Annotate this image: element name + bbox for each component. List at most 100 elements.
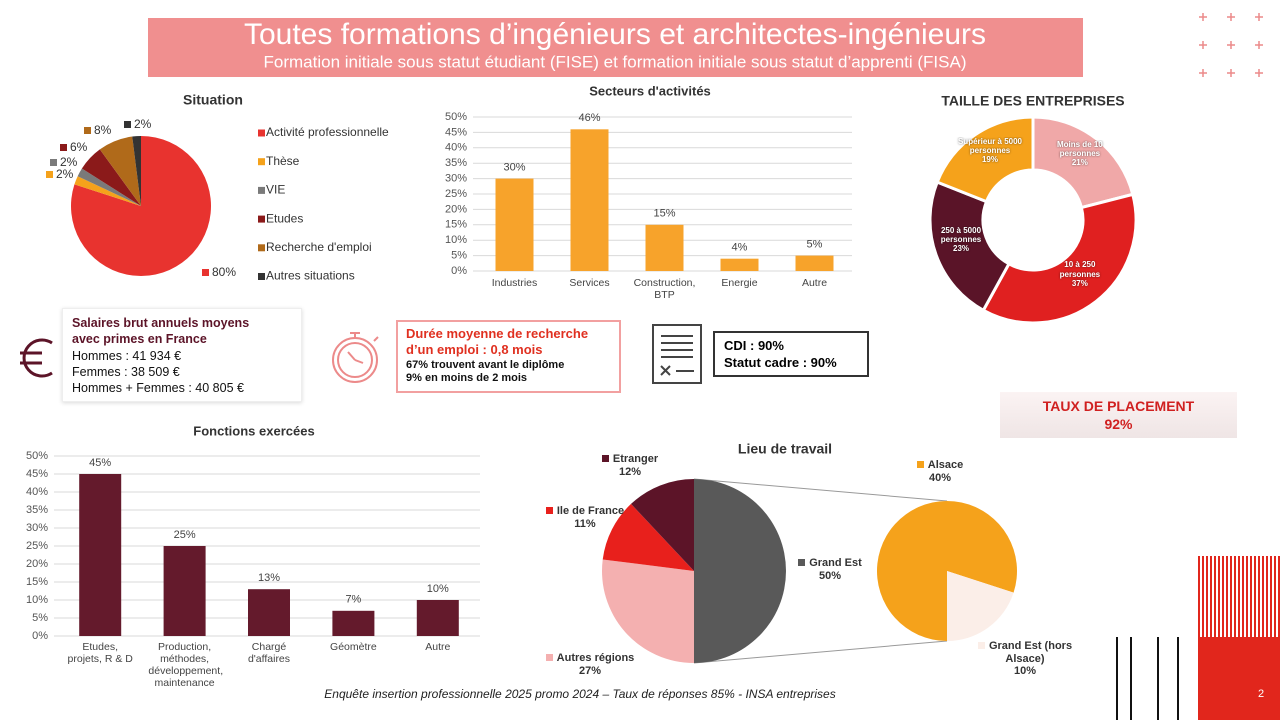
legend-swatch xyxy=(258,215,265,223)
legend-swatch xyxy=(258,273,265,280)
contract-line: Statut cadre : 90% xyxy=(724,354,837,370)
value-label: 15% xyxy=(653,208,675,220)
legend-swatch xyxy=(258,186,265,194)
x-tick-text: Géomètre xyxy=(330,641,377,653)
slice xyxy=(981,192,1138,325)
value-label: 30% xyxy=(503,162,525,174)
slice-label-body: Etranger 12% xyxy=(585,453,675,478)
value-label: 2% xyxy=(56,167,74,181)
bar xyxy=(248,589,290,636)
slice xyxy=(602,503,694,571)
label-swatch xyxy=(124,121,131,128)
y-tick-label: 5% xyxy=(451,250,467,262)
document-icon xyxy=(652,324,702,384)
slice-label: Grand Est (hors Alsace)10% xyxy=(977,640,1072,678)
slice-label-body: Autres régions 27% xyxy=(535,652,645,677)
y-tick-label: 30% xyxy=(26,522,48,534)
x-tick-text: Production, méthodes, développement, mai… xyxy=(148,641,224,690)
y-tick-label: 10% xyxy=(445,234,467,246)
slice-label-row: Autres régions xyxy=(535,652,645,665)
slice-label-body: Alsace 40% xyxy=(905,459,975,484)
bar xyxy=(720,258,759,271)
x-tick-text: Construction, BTP xyxy=(633,277,696,302)
slice xyxy=(694,479,786,663)
slice xyxy=(935,115,1035,204)
y-tick-label: 0% xyxy=(32,630,48,642)
label-swatch xyxy=(798,559,806,566)
y-tick-label: 20% xyxy=(445,203,467,215)
x-tick-label-body: Autre xyxy=(396,641,480,653)
y-tick-label: 5% xyxy=(32,612,48,624)
x-tick-text: Etudes, projets, R & D xyxy=(67,641,133,666)
y-tick-label: 35% xyxy=(26,504,48,516)
x-tick-label-body: Industries xyxy=(477,277,552,289)
x-tick-label: Autre xyxy=(396,641,480,653)
label-swatch xyxy=(50,159,57,166)
slice-label-body: 250 à 5000 personnes 23% xyxy=(927,226,995,254)
header-band xyxy=(148,18,1083,77)
x-tick-text: Services xyxy=(569,277,610,289)
label-swatch xyxy=(545,507,553,514)
x-tick-label-body: Chargé d'affaires xyxy=(227,641,311,665)
search-line: 67% trouvent avant le diplôme xyxy=(406,358,565,371)
y-tick-label: 50% xyxy=(26,450,48,462)
y-tick-label: 50% xyxy=(445,111,467,123)
legend-swatch xyxy=(258,129,265,137)
slice xyxy=(1031,115,1135,210)
y-tick-label: 45% xyxy=(26,468,48,480)
value-label: 80% xyxy=(212,265,236,279)
slice xyxy=(602,559,694,663)
value-label: 7% xyxy=(345,594,361,606)
chart-title: TAILLE DES ENTREPRISES xyxy=(941,93,1124,109)
label-swatch xyxy=(46,171,53,178)
x-tick-label: Chargé d'affaires xyxy=(227,641,311,665)
x-tick-label-body: Géomètre xyxy=(311,641,395,653)
y-tick-label: 45% xyxy=(445,126,467,138)
slice-value: 12% xyxy=(618,465,642,478)
bar xyxy=(570,129,609,271)
x-tick-text: Energie xyxy=(721,277,758,289)
slice-label-row: Grand Est xyxy=(790,557,870,570)
stopwatch-icon xyxy=(332,332,379,383)
slice xyxy=(81,149,141,206)
value-label: 2% xyxy=(134,117,152,131)
x-tick-label: Géomètre xyxy=(311,641,395,653)
slice-category: 10 à 250 personnes xyxy=(1059,260,1101,279)
value-label: 8% xyxy=(94,123,112,137)
slice-value: 11% xyxy=(574,517,596,530)
y-tick-label: 15% xyxy=(445,219,467,231)
x-tick-label: Energie xyxy=(721,277,758,289)
slice-category: Grand Est xyxy=(809,557,862,569)
search-box: Durée moyenne de recherche d’un emploi :… xyxy=(396,320,621,393)
slice-label-body: Moins de 10 personnes 21% xyxy=(1046,140,1114,168)
slice-label-row: Alsace xyxy=(905,459,975,472)
slice xyxy=(99,136,141,206)
slice-value: 23% xyxy=(953,244,970,254)
placement-value: 92% xyxy=(1104,415,1133,432)
x-tick-label: Production, méthodes, développement, mai… xyxy=(148,641,224,690)
legend-swatch xyxy=(258,244,265,252)
x-tick-label: Etudes, projets, R & D xyxy=(67,641,133,666)
y-tick-label: 30% xyxy=(445,173,467,185)
slide-subtitle: Formation initiale sous statut étudiant … xyxy=(264,52,967,71)
slice-value: 40% xyxy=(928,471,952,484)
contract-line: CDI : 90% xyxy=(724,338,784,353)
slice-value: 19% xyxy=(981,155,998,165)
placement-box: TAUX DE PLACEMENT 92% xyxy=(1000,392,1237,438)
y-tick-label: 40% xyxy=(26,486,48,498)
slice-value: 10% xyxy=(1013,665,1037,678)
salary-box: Salaires brut annuels moyens avec primes… xyxy=(62,308,302,402)
y-tick-label: 15% xyxy=(26,576,48,588)
slice-label-row: Ile de France xyxy=(535,505,635,518)
legend-label: Recherche d'emploi xyxy=(266,240,372,254)
legend-label: Activité professionnelle xyxy=(266,125,389,139)
x-tick-text: Chargé d'affaires xyxy=(247,641,291,666)
value-label: 10% xyxy=(427,583,449,595)
slice-value: 50% xyxy=(818,569,842,582)
